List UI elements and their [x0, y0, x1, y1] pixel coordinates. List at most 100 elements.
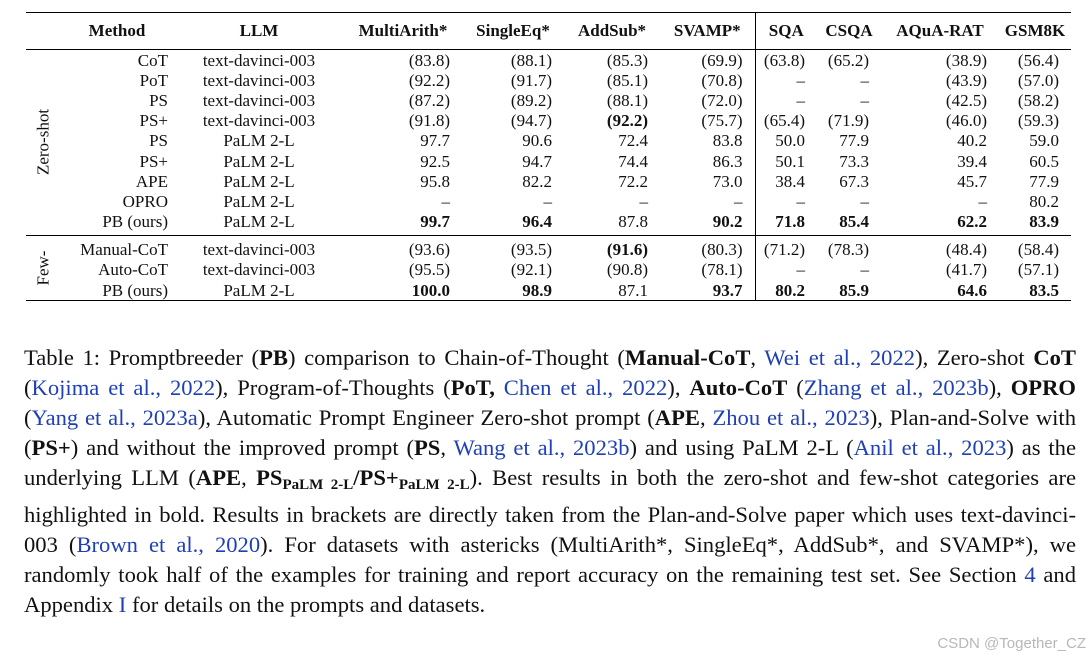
caption-bold-term: CoT: [1033, 345, 1076, 370]
value-cell-aqua: (43.9): [945, 70, 987, 90]
header-cell-gsm8k: GSM8K: [1004, 21, 1066, 40]
table-row: PB (ours) PaLM 2-L 100.0 98.9 87.1 93.7 80.2 85…: [26, 280, 1071, 301]
appendix-link[interactable]: I: [118, 592, 127, 617]
caption-bold-term: Manual-CoT: [624, 345, 751, 370]
value-cell-singleeq: 82.2: [522, 171, 552, 191]
citation-link[interactable]: Chen et al., 2022: [503, 375, 668, 400]
value-cell-multiarith: (83.8): [408, 50, 450, 70]
caption-text-run: ), Automatic Prompt Engineer Zero-shot p…: [197, 405, 655, 430]
caption-text-run: ), Zero-shot: [915, 345, 1034, 370]
llm-cell: PaLM 2-L: [223, 131, 295, 151]
value-cell-sqa: –: [754, 191, 817, 212]
value-cell-csqa: (65.2): [827, 50, 869, 70]
caption-subscript: PaLM 2-L: [282, 477, 354, 493]
caption-text: Table 1: Promptbreeder (PB) comparison t…: [24, 343, 1076, 620]
header-cell-singleeq: SingleEq*: [476, 21, 550, 40]
header-cell: [26, 13, 60, 50]
value-cell-csqa: –: [860, 260, 870, 280]
group-label: Few-: [33, 250, 53, 286]
caption-bold-term: PB: [259, 345, 288, 370]
value-cell-aqua: (48.4): [945, 240, 987, 260]
llm-cell: PaLM 2-L: [223, 280, 295, 300]
value-cell-singleeq: (93.5): [510, 240, 552, 260]
value-cell-singleeq: (91.7): [510, 70, 552, 90]
value-cell-svamp: (75.7): [701, 111, 743, 131]
table-row: PS+ text-davinci-003 (91.8) (94.7) (92.2) (75…: [26, 110, 1071, 131]
value-cell-addsub: –: [639, 191, 649, 211]
caption-text-run: (: [787, 375, 804, 400]
value-cell-gsm8k: (57.0): [1017, 70, 1059, 90]
caption-text-run: ,: [699, 405, 713, 430]
value-cell-svamp: (70.8): [701, 70, 743, 90]
value-cell-aqua: 40.2: [957, 131, 987, 151]
caption-bold-term: PS: [413, 435, 441, 460]
value-cell-aqua: 62.2: [957, 212, 987, 232]
citation-link[interactable]: Zhang et al., 2023b: [803, 375, 989, 400]
value-cell-aqua: (38.9): [945, 50, 987, 70]
value-cell-multiarith: (92.2): [408, 70, 450, 90]
caption-bold-term: PS: [256, 465, 283, 490]
value-cell-sqa: –: [754, 70, 817, 91]
caption-text-run: ),: [988, 375, 1011, 400]
value-cell-svamp: 86.3: [712, 151, 743, 171]
llm-cell: PaLM 2-L: [223, 212, 295, 232]
value-cell-sqa: 38.4: [754, 171, 817, 192]
value-cell-sqa: 80.2: [754, 280, 817, 301]
header-cell-multiarith: MultiArith*: [358, 21, 448, 40]
value-cell-aqua: (46.0): [945, 111, 987, 131]
value-cell-csqa: –: [860, 90, 870, 110]
value-cell-gsm8k: (59.3): [1017, 111, 1059, 131]
value-cell-aqua: 45.7: [957, 171, 987, 191]
citation-link[interactable]: Yang et al., 2023a: [31, 405, 198, 430]
value-cell-svamp: 90.2: [712, 212, 743, 232]
value-cell-multiarith: 100.0: [411, 280, 450, 300]
value-cell-aqua: (41.7): [945, 260, 987, 280]
table-row: Zero-shot CoT text-davinci-003 (83.8) (88.1)…: [26, 49, 1071, 175]
group-label-cell: Few-: [26, 235, 60, 301]
value-cell-sqa: –: [754, 259, 817, 281]
citation-link[interactable]: Brown et al., 2020: [76, 532, 261, 557]
llm-cell: text-davinci-003: [202, 260, 316, 280]
value-cell-svamp: –: [734, 191, 743, 211]
value-cell-gsm8k: (57.1): [1017, 260, 1059, 280]
value-cell-csqa: –: [860, 191, 870, 211]
caption-text-run: ) as the underlying LLM (: [24, 435, 1076, 490]
llm-cell: text-davinci-003: [202, 111, 316, 131]
results-table-container: Method LLM MultiArith* SingleEq* AddSub*…: [26, 12, 1071, 301]
caption-bold-term: /PS+: [353, 465, 399, 490]
value-cell-svamp: (78.1): [701, 260, 743, 280]
value-cell-addsub: 87.1: [618, 280, 648, 300]
method-cell: PS+: [139, 151, 169, 171]
value-cell-sqa: 71.8: [754, 211, 817, 236]
citation-link[interactable]: Anil et al., 2023: [853, 435, 1007, 460]
value-cell-singleeq: –: [543, 191, 553, 211]
citation-link[interactable]: Kojima et al., 2022: [31, 375, 216, 400]
section-link[interactable]: 4: [1024, 562, 1036, 587]
value-cell-csqa: 73.3: [839, 151, 869, 171]
value-cell-sqa: 50.1: [754, 150, 817, 172]
value-cell-gsm8k: 83.9: [1029, 212, 1059, 232]
value-cell-gsm8k: (56.4): [1017, 50, 1059, 70]
header-cell-sqa: SQA: [754, 12, 817, 50]
llm-cell: text-davinci-003: [202, 90, 316, 110]
caption-bold-term: APE: [195, 465, 242, 490]
caption-text-run: ), Plan-and-Solve with (: [24, 405, 1077, 460]
value-cell-addsub: (91.6): [606, 240, 648, 260]
citation-link[interactable]: Wang et al., 2023b: [453, 435, 630, 460]
table-row: APE PaLM 2-L 95.8 82.2 72.2 73.0 38.4 67.3 45.7 7…: [26, 171, 1071, 192]
value-cell-singleeq: 94.7: [522, 151, 552, 171]
citation-link[interactable]: Wei et al., 2022: [764, 345, 916, 370]
table-row: PoT text-davinci-003 (92.2) (91.7) (85.1) (70…: [26, 70, 1071, 91]
value-cell-gsm8k: 80.2: [1029, 191, 1059, 211]
value-cell-multiarith: 99.7: [420, 212, 450, 232]
header-cell-svamp: SVAMP*: [673, 21, 741, 40]
value-cell-sqa: –: [754, 90, 817, 111]
llm-cell: text-davinci-003: [202, 240, 316, 260]
value-cell-csqa: 85.4: [839, 212, 869, 232]
value-cell-multiarith: (91.8): [408, 111, 450, 131]
citation-link[interactable]: Zhou et al., 2023: [712, 405, 870, 430]
header-cell-addsub: AddSub*: [577, 21, 647, 40]
header-cell-csqa: CSQA: [825, 21, 873, 40]
value-cell-csqa: (78.3): [827, 240, 869, 260]
llm-cell: PaLM 2-L: [223, 171, 295, 191]
